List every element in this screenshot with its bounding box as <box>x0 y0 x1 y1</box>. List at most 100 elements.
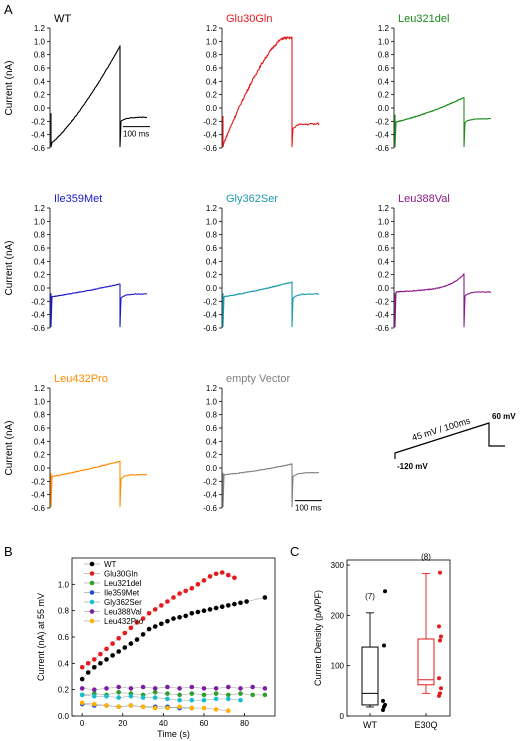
trace-y-tick-label: 0.0 <box>34 104 46 113</box>
trace-y-tick-label: 0.6 <box>34 424 46 433</box>
trace-y-tick-label: -0.4 <box>203 311 217 320</box>
legend-label: Leu388Val <box>104 608 142 617</box>
trace-y-tick-label: 1.0 <box>206 37 218 46</box>
box-data-point <box>437 624 441 629</box>
trace-y-tick-label: 1.2 <box>34 384 46 393</box>
timecourse-point <box>110 653 115 658</box>
trace-y-axis-title: Current (nA) <box>4 60 15 115</box>
trace-panel-1: 1.2 1.0 0.8 0.6 0.4 0.2 0.0 -0.2 -0.4 -0.6 Current… <box>4 13 150 153</box>
timecourse-point <box>232 601 237 607</box>
legend-marker <box>89 599 95 605</box>
trace-y-tick-label: 0.2 <box>206 271 218 280</box>
current-trace <box>50 45 148 148</box>
timecourse-point <box>116 695 121 700</box>
trace-y-tick-label: -0.6 <box>203 324 217 333</box>
timecourse-point <box>98 661 103 666</box>
legend-marker <box>89 618 95 624</box>
timecourse-point <box>201 686 207 691</box>
box-data-point <box>382 643 386 648</box>
trace-y-tick-label: -0.6 <box>31 144 45 153</box>
timecourse-point <box>207 574 213 579</box>
box-data-point <box>383 589 387 594</box>
box-data-point <box>439 634 443 639</box>
timecourse-point <box>171 595 176 600</box>
trace-y-tick-label: 0.4 <box>34 437 46 446</box>
trace-y-tick-label: 0.4 <box>206 257 218 266</box>
timecourse-point <box>92 687 97 692</box>
timecourse-point <box>177 697 182 703</box>
timecourse-point <box>262 686 268 691</box>
trace-panel-8: 1.2 1.0 0.8 0.6 0.4 0.2 0.0 -0.2 -0.4 -0.6 empty V… <box>203 373 322 513</box>
timecourse-series-5 <box>79 692 243 703</box>
legend-marker <box>89 561 95 567</box>
timecourse-x-tick-label: 60 <box>199 719 208 728</box>
trace-panel-2: 1.2 1.0 0.8 0.6 0.4 0.2 0.0 -0.2 -0.4 -0.6 Glu30Gl… <box>203 13 320 153</box>
timecourse-point <box>140 616 146 621</box>
timecourse-point <box>165 696 170 702</box>
timecourse-x-tick-label: 80 <box>240 719 249 728</box>
timecourse-y-axis-title: Current (nA) at 55 mV <box>36 593 46 681</box>
timecourse-point <box>165 705 170 711</box>
timecourse-point <box>213 686 219 691</box>
timecourse-point <box>165 684 170 690</box>
trace-y-tick-label: 1.2 <box>378 24 390 33</box>
timecourse-point <box>226 708 231 713</box>
timecourse-point <box>85 670 91 675</box>
trace-panels: 1.2 1.0 0.8 0.6 0.4 0.2 0.0 -0.2 -0.4 -0.6 Current… <box>4 13 492 513</box>
timecourse-point <box>128 625 134 631</box>
trace-y-tick-label: -0.4 <box>375 311 389 320</box>
timecourse-point <box>177 704 182 710</box>
box-data-point <box>381 708 385 712</box>
timecourse-point <box>189 691 195 696</box>
trace-y-tick-label: 0.6 <box>34 244 46 253</box>
current-trace <box>222 463 320 508</box>
timecourse-point <box>189 586 195 591</box>
box-group-1: WT (7) <box>361 589 387 730</box>
density-y-tick-label: 0 <box>340 712 345 721</box>
legend-item: Leu321del <box>84 579 142 588</box>
timecourse-point <box>134 637 140 642</box>
trace-y-tick-label: 0.8 <box>34 231 46 240</box>
trace-y-tick-label: 0.2 <box>378 271 390 280</box>
timecourse-point <box>226 684 231 690</box>
timecourse-point <box>152 705 158 711</box>
trace-y-tick-label: 0.6 <box>206 64 218 73</box>
timecourse-point <box>201 697 207 703</box>
timecourse-point <box>128 686 134 691</box>
timecourse-point <box>152 624 158 629</box>
timecourse-point <box>262 692 268 698</box>
box-data-point <box>437 676 441 681</box>
timecourse-point <box>189 684 195 690</box>
legend-item: Glu30Gln <box>84 570 138 579</box>
box-data-point <box>381 698 385 703</box>
current-trace <box>394 273 492 328</box>
legend-item: Gly362Ser <box>84 598 142 607</box>
density-y-tick-label: 300 <box>331 561 345 570</box>
timecourse-point <box>79 665 85 670</box>
timecourse-connector <box>82 692 265 696</box>
timecourse-y-tick-label: 1.0 <box>58 580 70 589</box>
timecourse-point <box>79 686 85 691</box>
timecourse-point <box>92 694 97 699</box>
timecourse-x-tick-label: 40 <box>159 719 168 728</box>
timecourse-point <box>140 704 146 710</box>
timecourse-series-1 <box>79 595 268 682</box>
timecourse-connector <box>82 686 265 690</box>
trace-y-tick-label: -0.4 <box>31 131 45 140</box>
trace-y-tick-label: 0.0 <box>378 284 390 293</box>
timecourse-series-6 <box>79 684 268 692</box>
timecourse-point <box>159 621 164 627</box>
trace-y-tick-label: -0.6 <box>31 504 45 513</box>
trace-y-tick-label: 0.8 <box>378 231 390 240</box>
timecourse-point <box>146 611 152 616</box>
trace-y-tick-label: 0.4 <box>206 437 218 446</box>
panel-c-label: C <box>290 544 299 559</box>
trace-y-tick-label: -0.6 <box>203 504 217 513</box>
timecourse-point <box>128 641 134 646</box>
timecourse-point <box>104 694 109 699</box>
box-group-2: E30Q (8) <box>414 553 443 730</box>
trace-y-tick-label: 0.2 <box>378 91 390 100</box>
legend-marker <box>89 590 95 595</box>
trace-y-tick-label: 0.2 <box>34 91 46 100</box>
